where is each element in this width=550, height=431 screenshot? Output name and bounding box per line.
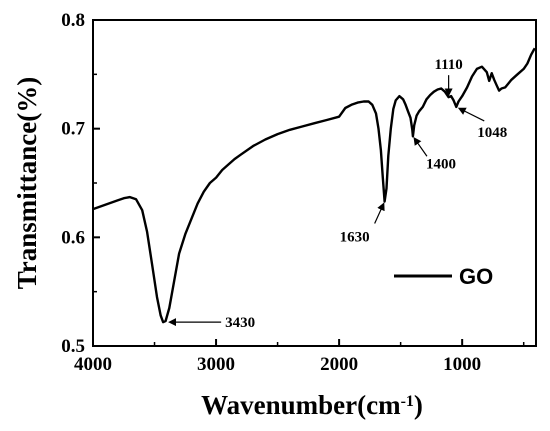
annotation-label: 1110: [434, 57, 462, 73]
y-tick-label: 0.6: [61, 227, 85, 248]
x-axis-title: Wavenumber(cm-1): [201, 390, 423, 420]
y-axis-title: Transmittance(%): [12, 77, 42, 289]
x-tick-label: 2000: [320, 354, 358, 375]
plot-frame: [92, 19, 537, 347]
legend-label: GO: [459, 264, 493, 289]
annotation-label: 3430: [225, 315, 255, 331]
y-tick-label: 0.7: [61, 119, 85, 140]
annotation-label: 1048: [477, 125, 507, 141]
annotation-label: 1630: [340, 229, 370, 245]
peak-annotations: 3430 1630 1400 1110 1048: [168, 57, 507, 331]
x-axis-title-main: Wavenumber(cm: [201, 390, 401, 420]
annotation-arrow: [413, 137, 428, 157]
x-tick-label: 3000: [197, 354, 235, 375]
y-tick-label: 0.5: [61, 336, 85, 357]
x-axis-title-sup: -1: [401, 393, 414, 410]
series-line-go: [92, 47, 536, 324]
x-axis: 4000 3000 2000 1000: [74, 339, 525, 375]
x-tick-label: 4000: [74, 354, 112, 375]
y-tick-label: 0.8: [61, 10, 85, 31]
y-axis: 0.5 0.6 0.7 0.8: [61, 10, 100, 357]
legend: GO: [394, 264, 493, 289]
x-axis-title-close: ): [414, 390, 423, 420]
annotation-arrow: [374, 202, 385, 224]
x-tick-label: 1000: [443, 354, 481, 375]
annotation-label: 1400: [426, 156, 456, 172]
annotation-arrow: [457, 107, 485, 122]
